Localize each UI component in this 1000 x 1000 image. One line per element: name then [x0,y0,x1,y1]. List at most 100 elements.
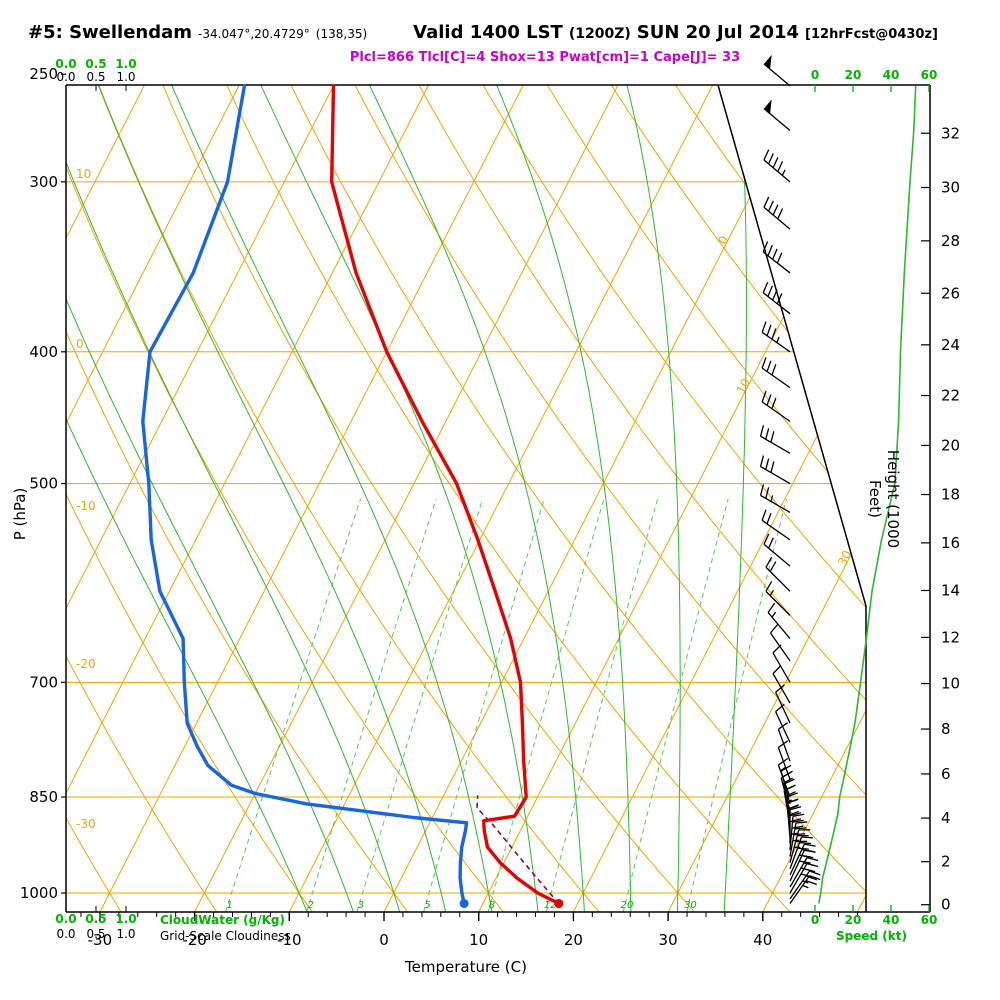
dry-adiabat-label: -10 [76,499,96,513]
isotherm-line [66,85,335,912]
barb-full [797,847,809,850]
barb-staff [763,159,791,183]
height-tick-label: 32 [941,124,960,142]
barb-full [777,722,789,730]
wind-barb [763,533,791,567]
barb-full [766,512,772,525]
barb-full [789,818,802,823]
wind-barb [761,321,791,353]
barb-full [767,602,776,613]
barb-staff [762,292,791,315]
mixing-ratio-label: 12 [544,900,557,911]
height-tick-label: 12 [941,628,960,646]
dry-adiabat-line [352,85,866,912]
dry-adiabat-line [416,85,866,912]
dry-adiabat-label: 0 [76,337,84,351]
mixing-ratio-label: 20 [621,900,634,911]
mixing-ratio-label: 3 [358,900,364,911]
moist-adiabat-line [723,85,747,912]
barb-full [786,792,798,798]
barb-full [775,684,785,693]
surface-dewpoint-dot [459,899,469,909]
sounding-profiles [141,84,917,909]
barb-full [766,324,772,336]
barb-full [775,703,785,713]
temp-tick-label: 10 [469,931,488,949]
wind-barbs [759,54,821,904]
barb-half [776,336,780,343]
barb-full [771,328,777,340]
dry-adiabat-line [224,85,791,912]
barb-full [804,843,816,847]
temp-tick-label: 0 [379,931,389,949]
temp-tick-label: 20 [564,931,583,949]
height-tick-label: 18 [941,486,960,504]
speed-tick-label-top: 0 [811,68,819,82]
isotherm-line [667,85,866,912]
barb-full [783,785,795,792]
barb-full [772,204,779,216]
wind-barb [759,484,791,513]
barb-full [801,855,814,859]
barb-staff [769,632,791,662]
barb-staff [761,331,791,353]
height-tick-label: 10 [941,675,960,693]
isotherm-line [288,85,714,912]
barb-flag [763,54,772,70]
wind-barb [789,875,821,904]
isotherm-line [194,85,619,912]
barb-full [761,357,767,369]
dry-adiabat-line [608,85,866,912]
isotherm-line [478,85,866,912]
mixing-ratio-label: 1 [226,900,232,911]
barb-staff [760,435,791,454]
wind-barb [772,644,791,683]
barb-full [762,241,769,253]
barb-full [761,509,767,521]
background-orange-lines [66,81,1000,912]
valid-time: Valid 1400 LST [413,22,563,43]
barb-full [759,425,765,437]
barb-full [771,364,777,376]
barb-staff [761,367,791,389]
barb-full [763,149,770,161]
dry-adiabat-line [288,85,866,912]
speed-tick-label-top: 40 [883,68,900,82]
moist-adiabat-line [66,85,355,912]
barb-full [804,849,816,853]
barb-full [772,248,778,260]
barb-staff [775,711,791,743]
barb-staff [789,875,811,904]
height-tick-label: 6 [941,765,951,783]
barb-full [789,812,802,817]
barb-staff [765,590,791,616]
dry-adiabat-line [993,81,1000,912]
barb-full [777,208,784,220]
speed-tick-label-bottom: 40 [883,913,900,927]
barb-full [789,806,802,811]
height-tick-label: 16 [941,534,960,552]
cloudiness-scale-bottom: 0.0 [56,927,75,941]
cloudwater-scale-label: CloudWater (g/Kg) [160,913,286,927]
pressure-axis-title: P (hPa) [11,487,29,541]
height-axis-title: Height (1000 Feet) [866,449,902,549]
dry-adiabat-label: -30 [76,817,96,831]
barb-full [767,244,773,256]
height-tick-label: 30 [941,179,960,197]
moist-adiabat-line [369,85,585,912]
barb-full [795,821,808,824]
surface-temperature-dot [554,899,564,909]
barb-full [765,557,773,568]
barb-staff [775,691,791,724]
wind-barb [763,149,791,183]
barb-full [801,836,814,839]
dewpoint-trace [141,84,469,906]
barb-half [781,169,786,176]
barb-full [767,285,773,297]
wind-barb [777,722,791,762]
barb-full [759,484,765,496]
frame-line [717,84,867,607]
valid-date: SUN 20 Jul 2014 [636,22,800,43]
